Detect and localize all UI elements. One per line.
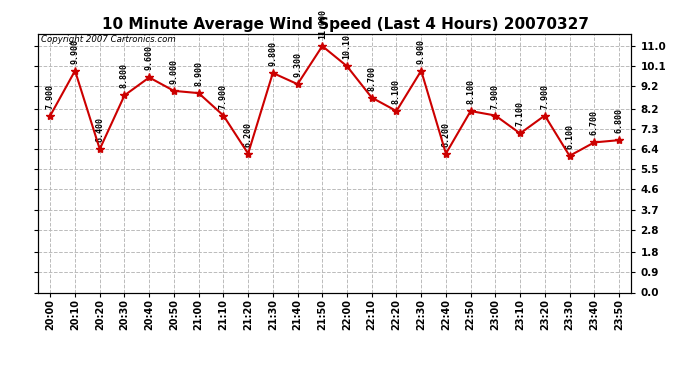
Text: 8.800: 8.800: [120, 63, 129, 88]
Text: 7.900: 7.900: [219, 84, 228, 109]
Text: 9.600: 9.600: [145, 45, 154, 70]
Text: 7.900: 7.900: [540, 84, 549, 109]
Text: 7.900: 7.900: [491, 84, 500, 109]
Text: 10 Minute Average Wind Speed (Last 4 Hours) 20070327: 10 Minute Average Wind Speed (Last 4 Hou…: [101, 17, 589, 32]
Text: 9.800: 9.800: [268, 41, 277, 66]
Text: 9.900: 9.900: [417, 39, 426, 64]
Text: Copyright 2007 Cartronics.com: Copyright 2007 Cartronics.com: [41, 35, 176, 44]
Text: 7.100: 7.100: [515, 102, 524, 126]
Text: 6.200: 6.200: [442, 122, 451, 147]
Text: 9.000: 9.000: [170, 59, 179, 84]
Text: 6.400: 6.400: [95, 117, 104, 142]
Text: 9.300: 9.300: [293, 52, 302, 77]
Text: 9.900: 9.900: [70, 39, 79, 64]
Text: 6.200: 6.200: [244, 122, 253, 147]
Text: 7.900: 7.900: [46, 84, 55, 109]
Text: 8.900: 8.900: [194, 61, 203, 86]
Text: 6.800: 6.800: [615, 108, 624, 133]
Text: 8.100: 8.100: [392, 79, 401, 104]
Text: 10.10: 10.10: [342, 34, 351, 59]
Text: 6.100: 6.100: [565, 124, 574, 149]
Text: 6.700: 6.700: [590, 111, 599, 135]
Text: 11.000: 11.000: [318, 9, 327, 39]
Text: 8.700: 8.700: [367, 66, 376, 91]
Text: 8.100: 8.100: [466, 79, 475, 104]
